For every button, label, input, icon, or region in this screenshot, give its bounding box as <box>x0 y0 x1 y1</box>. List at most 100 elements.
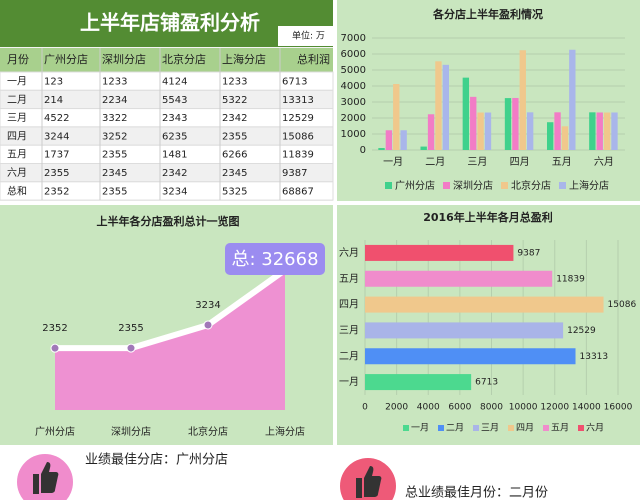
bar <box>512 97 519 150</box>
y-tick-label: 六月 <box>339 247 359 259</box>
legend-swatch <box>385 182 392 189</box>
data-label: 2355 <box>118 323 143 334</box>
legend-label: 深圳分店 <box>453 179 493 192</box>
table-cell: 五月 <box>7 149 27 161</box>
table-cell: 6235 <box>162 131 187 142</box>
table-cell: 六月 <box>7 167 27 179</box>
bar <box>603 112 611 150</box>
legend-swatch <box>508 425 514 431</box>
x-tick-label: 五月 <box>552 156 572 168</box>
chart-panel <box>337 0 640 201</box>
table-cell: 2342 <box>162 168 187 179</box>
bar <box>504 98 512 150</box>
table-cell: 2345 <box>102 168 127 179</box>
table-cell: 3252 <box>102 131 127 142</box>
bar <box>365 348 576 365</box>
bar <box>365 270 553 287</box>
table-cell: 2345 <box>222 168 247 179</box>
table-cell: 4124 <box>162 77 187 88</box>
bar <box>365 244 514 261</box>
area <box>55 270 285 410</box>
legend-swatch <box>559 182 566 189</box>
table-cell: 2343 <box>162 113 187 124</box>
table-cell: 13313 <box>282 95 314 106</box>
table-cell: 11839 <box>282 150 314 161</box>
chart-title: 上半年各分店盈利总计一览图 <box>97 214 240 228</box>
legend-swatch <box>578 425 584 431</box>
bar <box>611 112 618 150</box>
chart-title: 各分店上半年盈利情况 <box>432 7 543 21</box>
table-cell: 1233 <box>102 77 127 88</box>
point <box>126 343 136 353</box>
table-cell: 9387 <box>282 168 307 179</box>
bar <box>554 112 561 150</box>
data-label: 11839 <box>556 274 585 284</box>
table-cell: 2342 <box>222 113 247 124</box>
thumb-icon <box>356 466 382 498</box>
table-cell: 5325 <box>222 186 247 197</box>
table-cell: 总和 <box>7 184 27 197</box>
y-tick-label: 4000 <box>341 81 366 92</box>
x-tick-label: 一月 <box>383 156 403 168</box>
table-header-cell: 广州分店 <box>44 52 88 66</box>
legend-swatch <box>443 182 450 189</box>
x-tick-label: 六月 <box>594 156 614 168</box>
bar <box>420 146 427 150</box>
data-label: 9387 <box>517 248 540 258</box>
table-row <box>0 181 334 201</box>
table-header-cell: 总利润 <box>297 52 330 66</box>
y-tick-label: 一月 <box>339 376 359 388</box>
table-header-cell: 上海分店 <box>222 52 266 66</box>
table-cell: 1233 <box>222 77 247 88</box>
y-tick-label: 四月 <box>339 299 359 311</box>
y-tick-label: 五月 <box>339 273 359 285</box>
table-cell: 5543 <box>162 95 187 106</box>
bar <box>365 296 604 313</box>
y-tick-label: 三月 <box>339 324 359 336</box>
x-tick-label: 12000 <box>540 403 569 413</box>
table-cell: 15086 <box>282 131 314 142</box>
bar <box>442 64 450 150</box>
bar <box>546 122 554 150</box>
table-cell: 6713 <box>282 77 307 88</box>
table-cell: 6266 <box>222 150 247 161</box>
table-cell: 一月 <box>7 76 27 88</box>
table-header-cell: 月份 <box>7 53 29 66</box>
bar <box>427 114 435 150</box>
table-cell: 四月 <box>7 130 27 142</box>
table-cell: 2352 <box>44 186 69 197</box>
page-title: 上半年店铺盈利分析 <box>80 11 260 35</box>
table-cell: 三月 <box>7 112 27 124</box>
data-label: 13313 <box>580 352 609 362</box>
x-tick-label: 8000 <box>480 403 503 413</box>
legend-swatch <box>543 425 549 431</box>
legend-label: 五月 <box>551 423 569 434</box>
legend-label: 上海分店 <box>569 179 609 192</box>
bar <box>462 77 470 150</box>
x-tick-label: 深圳分店 <box>111 425 151 438</box>
x-tick-label: 6000 <box>448 403 471 413</box>
data-label: 12529 <box>567 326 596 336</box>
bar <box>365 322 564 339</box>
bar <box>393 84 400 150</box>
y-tick-label: 5000 <box>341 65 366 76</box>
x-tick-label: 四月 <box>510 156 530 168</box>
legend-label: 三月 <box>481 423 499 434</box>
table-cell: 1737 <box>44 150 69 161</box>
bar <box>385 130 393 150</box>
x-tick-label: 14000 <box>572 403 601 413</box>
table-cell: 12529 <box>282 113 314 124</box>
callout <box>225 243 325 275</box>
annotation: 总: 32668 <box>231 249 318 270</box>
bar <box>400 130 407 150</box>
bar <box>470 96 477 150</box>
table-cell: 2234 <box>102 95 127 106</box>
x-tick-label: 0 <box>362 403 368 413</box>
y-tick-label: 1000 <box>341 129 366 140</box>
bar <box>569 49 576 150</box>
table-cell: 5322 <box>222 95 247 106</box>
table-cell: 3234 <box>162 186 187 197</box>
legend-swatch <box>501 182 508 189</box>
x-tick-label: 10000 <box>509 403 538 413</box>
